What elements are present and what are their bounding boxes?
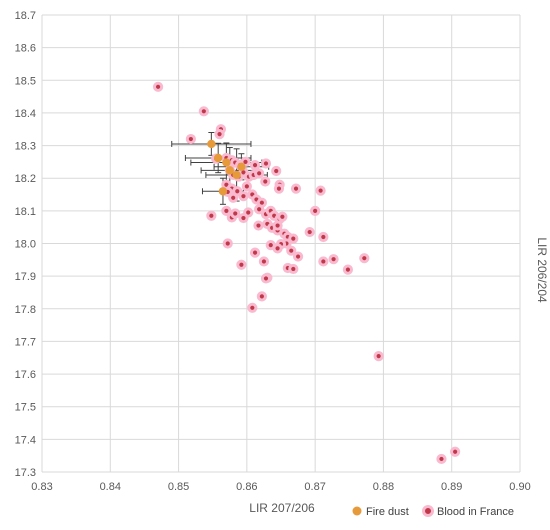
blood-in-france-point — [214, 129, 225, 140]
y-tick-label: 18.4 — [15, 108, 36, 120]
y-tick-label: 17.8 — [15, 304, 36, 316]
x-tick-label: 0.89 — [441, 481, 462, 493]
blood-in-france-point — [315, 185, 326, 196]
legend-marker-blood-in-france — [422, 505, 434, 517]
fire-dust-point — [207, 139, 216, 149]
blood-in-france-point — [222, 238, 233, 249]
blood-in-france-point — [260, 176, 271, 187]
legend-label-fire-dust: Fire dust — [366, 506, 409, 518]
blood-in-france-point — [238, 191, 249, 202]
blood-in-france-point — [253, 220, 264, 231]
blood-in-france-point — [243, 207, 254, 218]
blood-in-france-point — [328, 254, 339, 265]
y-tick-label: 17.6 — [15, 369, 36, 381]
blood-in-france-point — [286, 245, 297, 256]
x-tick-label: 0.83 — [31, 481, 52, 493]
gridlines — [41, 14, 521, 473]
y-tick-label: 18.3 — [15, 141, 36, 153]
y-tick-label: 17.4 — [15, 434, 36, 446]
y-tick-label: 17.9 — [15, 271, 36, 283]
blood-in-france-point — [249, 247, 261, 258]
y-tick-label: 17.3 — [15, 467, 36, 479]
blood-in-france-point — [318, 231, 329, 243]
y-tick-label: 17.5 — [15, 402, 36, 414]
blood-in-france-point — [254, 204, 265, 215]
y-tick-label: 18.0 — [15, 239, 36, 251]
x-axis-title: LIR 207/206 — [249, 501, 315, 515]
blood-in-france-point — [271, 165, 282, 177]
blood-in-france-point — [206, 210, 217, 221]
blood-in-france-point — [436, 453, 447, 465]
y-axis-title: LIR 206/204 — [535, 237, 549, 303]
data-points — [152, 81, 461, 465]
x-tick-label: 0.86 — [236, 481, 257, 493]
blood-in-france-point — [272, 220, 283, 231]
blood-in-france-point — [236, 259, 247, 270]
y-tick-label: 18.2 — [15, 173, 36, 185]
blood-in-france-point — [254, 168, 265, 179]
blood-in-france-point — [288, 233, 299, 244]
blood-in-france-point — [221, 205, 232, 216]
legend: Fire dust Blood in France — [352, 505, 514, 518]
y-tick-label: 18.5 — [15, 75, 36, 87]
blood-in-france-point — [292, 251, 304, 262]
x-tick-label: 0.85 — [168, 481, 189, 493]
blood-in-france-point — [198, 106, 209, 117]
fire-dust-point — [218, 187, 228, 196]
x-tick-label: 0.88 — [373, 481, 394, 493]
blood-in-france-point — [342, 264, 354, 275]
blood-in-france-point — [260, 158, 272, 169]
fire-dust-point — [213, 153, 223, 163]
blood-in-france-point — [230, 208, 241, 219]
blood-in-france-point — [359, 253, 370, 264]
blood-in-france-point — [273, 183, 285, 194]
x-tick-label: 0.84 — [100, 481, 121, 493]
blood-in-france-point — [450, 446, 461, 457]
blood-in-france-point — [318, 256, 329, 267]
blood-in-france-point — [373, 351, 384, 362]
blood-in-france-point — [260, 273, 272, 284]
x-tick-labels: 0.83 0.84 0.85 0.86 0.87 0.88 0.89 0.90 — [31, 481, 530, 493]
legend-marker-fire-dust — [352, 506, 362, 516]
x-tick-label: 0.87 — [304, 481, 325, 493]
blood-in-france-point — [288, 263, 299, 275]
blood-in-france-point — [258, 256, 270, 267]
fire-dust-point — [232, 170, 241, 180]
fire-dust-point — [237, 162, 246, 171]
blood-in-france-point — [185, 133, 196, 145]
y-tick-labels: 17.3 17.4 17.5 17.6 17.7 17.8 17.9 18.0 18.1 18.2… — [15, 10, 36, 479]
fire-dust-point — [222, 158, 231, 167]
blood-in-france-point — [249, 160, 261, 171]
blood-in-france-point — [304, 226, 315, 238]
y-tick-label: 17.7 — [15, 336, 36, 348]
blood-in-france-point — [241, 181, 252, 192]
legend-label-blood-in-france: Blood in France — [437, 506, 514, 518]
blood-in-france-point — [310, 205, 321, 216]
y-tick-label: 18.7 — [15, 10, 36, 22]
fire-dust-point — [225, 166, 234, 175]
y-tick-label: 18.1 — [15, 206, 36, 218]
blood-in-france-point — [247, 302, 258, 313]
y-tick-label: 18.6 — [15, 43, 36, 55]
blood-in-france-point — [256, 291, 267, 302]
blood-in-france-point — [152, 81, 164, 92]
blood-in-france-point — [272, 243, 283, 254]
x-tick-label: 0.90 — [509, 481, 530, 493]
blood-in-france-point — [290, 183, 302, 194]
blood-in-france-point — [277, 211, 288, 222]
blood-in-france-point — [228, 192, 239, 203]
